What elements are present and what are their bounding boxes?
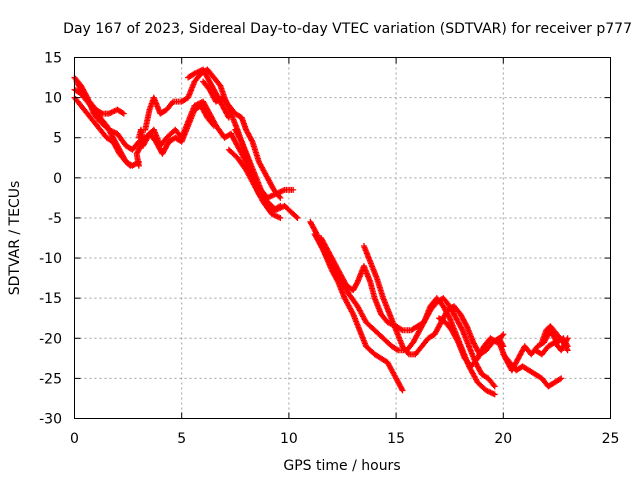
x-tick-label: 10 [280, 431, 298, 447]
data-point [209, 121, 216, 128]
y-tick-label: 5 [53, 131, 62, 147]
ticks [74, 57, 611, 419]
data-point [210, 122, 217, 129]
y-tick-label: -30 [39, 412, 62, 428]
x-tick-label: 25 [602, 431, 620, 447]
y-tick-label: -20 [39, 331, 62, 347]
y-tick-label: 0 [53, 171, 62, 187]
data-point [290, 186, 297, 193]
data-point [135, 162, 142, 169]
x-axis-label: GPS time / hours [283, 458, 400, 474]
data-point [564, 347, 571, 354]
data-point [225, 113, 232, 120]
y-tick-labels: 15 10 5 0 -5 -10 -15 -20 -25 -30 [39, 51, 62, 428]
data-point [277, 214, 284, 221]
data-point [398, 386, 405, 393]
data-point [491, 383, 498, 390]
data-point [353, 280, 360, 287]
data-point [563, 336, 570, 343]
data-point [564, 335, 571, 342]
data-point [491, 391, 498, 398]
data-points [71, 66, 571, 398]
data-point [490, 382, 497, 389]
y-tick-label: -15 [39, 291, 62, 307]
data-point [169, 99, 176, 106]
y-tick-label: 10 [44, 91, 62, 107]
y-tick-label: 15 [44, 51, 62, 67]
data-point [120, 110, 127, 117]
y-tick-label: -5 [48, 211, 62, 227]
data-point [277, 194, 284, 201]
x-tick-label: 5 [177, 431, 186, 447]
data-point [404, 349, 411, 356]
data-point [454, 337, 461, 344]
x-tick-label: 0 [70, 431, 79, 447]
data-point [225, 114, 232, 121]
chart-title: Day 167 of 2023, Sidereal Day-to-day VTE… [63, 21, 632, 37]
data-point [500, 331, 507, 338]
data-point [563, 345, 570, 352]
data-point [556, 376, 563, 383]
grid [74, 57, 611, 419]
data-point [293, 213, 300, 220]
data-point [98, 109, 105, 116]
x-tick-label: 15 [387, 431, 405, 447]
data-point [294, 214, 301, 221]
plot-frame [74, 57, 611, 419]
y-tick-label: -25 [39, 371, 62, 387]
data-point [398, 326, 405, 333]
data-point [393, 346, 400, 353]
data-point [119, 109, 126, 116]
y-tick-label: -10 [39, 251, 62, 267]
data-point [463, 321, 470, 328]
x-tick-label: 20 [494, 431, 512, 447]
data-point [458, 325, 465, 332]
data-point [499, 332, 506, 339]
data-point [558, 375, 565, 382]
y-axis-label: SDTVAR / TECUs [7, 181, 23, 296]
x-tick-labels: 0 5 10 15 20 25 [70, 431, 619, 447]
data-point [248, 137, 255, 144]
data-point [445, 313, 452, 320]
data-point [399, 387, 406, 394]
data-point [238, 137, 245, 144]
